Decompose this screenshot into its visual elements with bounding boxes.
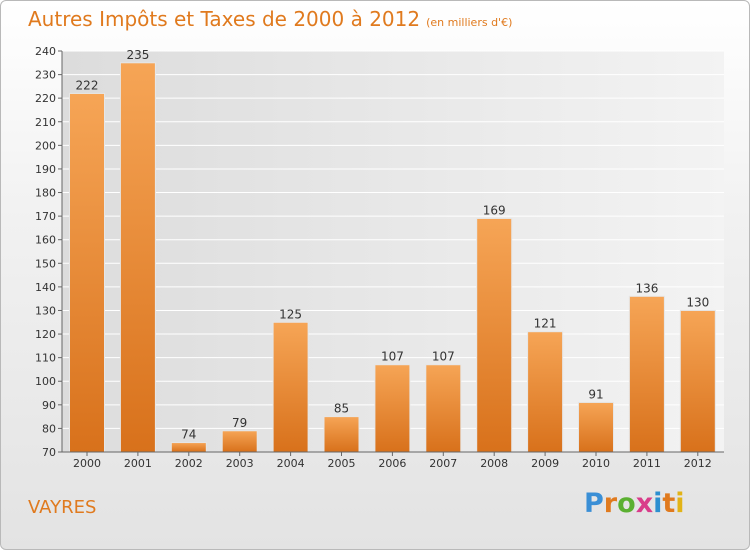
bar-2006 [374,364,411,453]
bar-2005 [323,416,360,453]
data-label: 85 [334,402,349,416]
y-tick-label: 120 [35,328,56,341]
x-tick-label: 2011 [633,457,661,470]
y-tick-label: 200 [35,139,56,152]
proxiti-logo[interactable]: Proxiti [584,488,685,519]
x-tick-label: 2006 [378,457,406,470]
commune-name: VAYRES [28,497,97,518]
data-label: 125 [279,307,302,321]
data-label: 121 [534,317,557,331]
bar-2012 [679,309,716,453]
data-label: 107 [381,350,404,364]
data-label: 130 [686,295,709,309]
data-label: 235 [126,48,149,62]
bar-2003 [221,430,258,453]
x-tick-label: 2003 [226,457,254,470]
data-label: 169 [483,203,506,217]
bar-2010 [578,401,614,453]
x-tick-label: 2000 [73,457,101,470]
logo-letter: P [584,488,604,519]
chart-title: Autres Impôts et Taxes de 2000 à 2012 (en… [28,7,512,31]
logo-letter: t [662,488,676,519]
title-unit: (en milliers d'€) [426,16,513,29]
y-tick-label: 150 [35,257,56,270]
bar-2007 [425,364,462,453]
x-tick-label: 2005 [328,457,356,470]
data-label: 222 [76,78,99,92]
y-tick-label: 80 [42,422,56,435]
y-tick-label: 90 [42,399,56,412]
y-tick-label: 110 [35,352,56,365]
data-label: 91 [588,387,603,401]
bar-2002 [170,442,207,453]
bar-2008 [476,217,513,453]
data-label: 79 [232,416,247,430]
logo-letter: i [675,488,685,519]
y-tick-label: 180 [35,187,56,200]
y-tick-label: 220 [35,92,56,105]
x-tick-label: 2002 [175,457,203,470]
bar-2000 [69,92,105,453]
x-tick-label: 2007 [429,457,457,470]
y-tick-label: 100 [35,375,56,388]
x-tick-label: 2010 [582,457,610,470]
logo-letter: r [603,488,618,519]
x-tick-label: 2004 [277,457,305,470]
bar-2004 [272,321,309,453]
y-tick-label: 240 [35,45,56,58]
logo-letter: x [635,488,654,519]
bar-2011 [628,295,665,453]
y-tick-label: 70 [42,446,56,459]
x-tick-label: 2008 [480,457,508,470]
bar-2001 [119,62,156,453]
bars: 222 235 74 79 125 85 107 107 169 121 91 136 130 [69,48,716,453]
y-axis: 70 80 90 100 110 120 130 140 150 160 170 180 190 200 2… [35,45,63,459]
x-tick-label: 2012 [684,457,712,470]
y-tick-label: 140 [35,281,56,294]
logo-letter: i [653,488,663,519]
bar-2009 [527,331,564,453]
y-tick-label: 160 [35,234,56,247]
logo-letter: o [617,488,636,519]
y-tick-label: 170 [35,210,56,223]
title-text: Autres Impôts et Taxes de 2000 à 2012 [28,7,421,31]
data-label: 136 [635,281,658,295]
x-tick-label: 2009 [531,457,559,470]
y-tick-label: 190 [35,163,56,176]
x-tick-label: 2001 [124,457,152,470]
data-label: 74 [181,428,196,442]
y-tick-label: 210 [35,116,56,129]
x-axis: 2000 2001 2002 2003 2004 2005 2006 2007 2008 2009… [62,451,724,470]
y-tick-label: 230 [35,69,56,82]
y-tick-label: 130 [35,304,56,317]
data-label: 107 [432,350,455,364]
